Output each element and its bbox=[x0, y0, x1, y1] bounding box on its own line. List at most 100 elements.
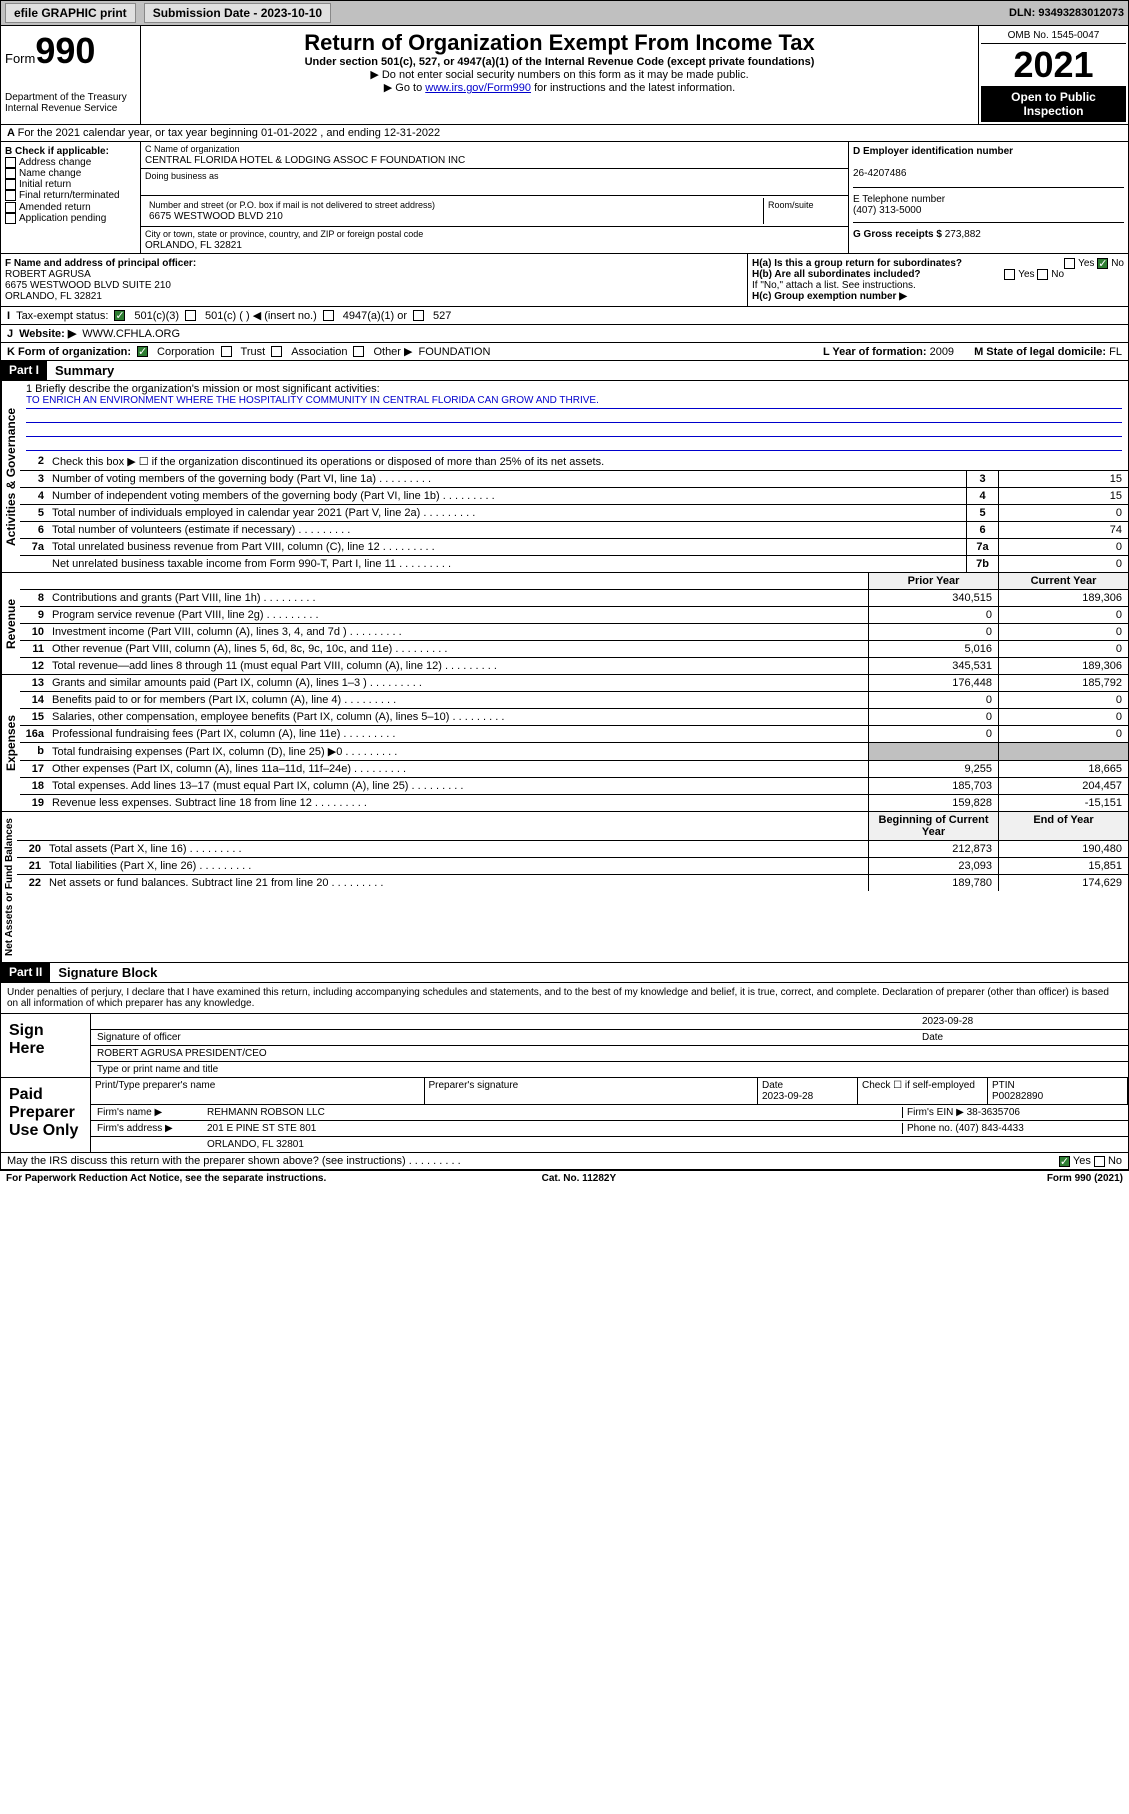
section-net-label: Net Assets or Fund Balances bbox=[1, 812, 17, 962]
goto-suffix: for instructions and the latest informat… bbox=[531, 82, 735, 94]
cb-may-yes[interactable] bbox=[1059, 1156, 1070, 1167]
col-end: End of Year bbox=[998, 812, 1128, 840]
cb-address-change[interactable] bbox=[5, 157, 16, 168]
website-val: WWW.CFHLA.ORG bbox=[82, 328, 180, 340]
officer-name: ROBERT AGRUSA bbox=[5, 269, 91, 280]
efile-button[interactable]: efile GRAPHIC print bbox=[5, 3, 136, 23]
addr-lbl: Number and street (or P.O. box if mail i… bbox=[149, 200, 435, 210]
prep-h2: Preparer's signature bbox=[425, 1078, 759, 1105]
cb-4947[interactable] bbox=[323, 310, 334, 321]
revenue-section: Revenue Prior YearCurrent Year 8Contribu… bbox=[0, 573, 1129, 675]
e-lbl: E Telephone number bbox=[853, 194, 945, 205]
prep-h1: Print/Type preparer's name bbox=[91, 1078, 425, 1105]
netassets-section: Net Assets or Fund Balances Beginning of… bbox=[0, 812, 1129, 963]
cb-initial[interactable] bbox=[5, 179, 16, 190]
mission-blank1 bbox=[26, 409, 1122, 423]
cb-amended[interactable] bbox=[5, 202, 16, 213]
firm-lbl: Firm's name ▶ bbox=[97, 1107, 207, 1118]
ein-val: 26-4207486 bbox=[853, 168, 906, 179]
officer-addr: 6675 WESTWOOD BLVD SUITE 210 bbox=[5, 280, 171, 291]
gross-receipts: 273,882 bbox=[945, 229, 981, 240]
part1-title: Summary bbox=[47, 361, 122, 380]
page-footer: For Paperwork Reduction Act Notice, see … bbox=[0, 1170, 1129, 1186]
part1-header: Part I Summary bbox=[0, 361, 1129, 381]
sig-officer-lbl: Signature of officer bbox=[97, 1032, 922, 1043]
period-row: A For the 2021 calendar year, or tax yea… bbox=[0, 125, 1129, 142]
cb-pending[interactable] bbox=[5, 213, 16, 224]
subtitle-1: Under section 501(c), 527, or 4947(a)(1)… bbox=[145, 56, 974, 68]
mission-q: 1 Briefly describe the organization's mi… bbox=[26, 383, 1122, 395]
opt-assoc: Association bbox=[291, 346, 347, 358]
cb-may-no[interactable] bbox=[1094, 1156, 1105, 1167]
year-formation: 2009 bbox=[930, 346, 954, 358]
section-klm: K Form of organization: Corporation Trus… bbox=[0, 343, 1129, 361]
part2-header: Part II Signature Block bbox=[0, 963, 1129, 983]
section-exp-label: Expenses bbox=[1, 675, 20, 811]
part2-badge: Part II bbox=[1, 963, 50, 982]
prep-h4: Check ☐ if self-employed bbox=[858, 1078, 988, 1105]
form-word: Form bbox=[5, 51, 35, 66]
ha-no: No bbox=[1111, 258, 1124, 269]
col-current: Current Year bbox=[998, 573, 1128, 589]
room-lbl: Room/suite bbox=[768, 200, 814, 210]
cb-assoc[interactable] bbox=[271, 346, 282, 357]
section-fh: F Name and address of principal officer:… bbox=[0, 254, 1129, 307]
cb-ha-no[interactable] bbox=[1097, 258, 1108, 269]
form-title: Return of Organization Exempt From Incom… bbox=[145, 30, 974, 56]
opt-501c3: 501(c)(3) bbox=[134, 310, 179, 322]
lbl-initial: Initial return bbox=[19, 179, 71, 190]
cb-ha-yes[interactable] bbox=[1064, 258, 1075, 269]
hb-no: No bbox=[1051, 269, 1064, 280]
other-val: FOUNDATION bbox=[418, 346, 490, 358]
cb-501c[interactable] bbox=[185, 310, 196, 321]
lbl-pending: Application pending bbox=[19, 213, 106, 224]
omb-number: OMB No. 1545-0047 bbox=[981, 28, 1126, 44]
paid-preparer: Paid Preparer Use Only Print/Type prepar… bbox=[0, 1078, 1129, 1153]
may-discuss: May the IRS discuss this return with the… bbox=[0, 1153, 1129, 1170]
cb-final[interactable] bbox=[5, 190, 16, 201]
phone-val: (407) 313-5000 bbox=[853, 205, 921, 216]
cb-hb-no[interactable] bbox=[1037, 269, 1048, 280]
firm-phone: (407) 843-4433 bbox=[955, 1123, 1023, 1134]
firm-name: REHMANN ROBSON LLC bbox=[207, 1107, 902, 1118]
cb-name-change[interactable] bbox=[5, 168, 16, 179]
street-addr: 6675 WESTWOOD BLVD 210 bbox=[149, 211, 283, 222]
goto-prefix: ▶ Go to bbox=[384, 82, 425, 94]
lbl-amended: Amended return bbox=[19, 202, 91, 213]
opt-4947: 4947(a)(1) or bbox=[343, 310, 407, 322]
officer-city: ORLANDO, FL 32821 bbox=[5, 291, 102, 302]
form-header: Form990 Department of the Treasury Inter… bbox=[0, 26, 1129, 125]
lbl-final: Final return/terminated bbox=[19, 191, 120, 202]
prep-h5: PTIN bbox=[992, 1080, 1015, 1091]
j-lbl: Website: ▶ bbox=[19, 327, 76, 340]
cb-527[interactable] bbox=[413, 310, 424, 321]
firm-addr1: 201 E PINE ST STE 801 bbox=[207, 1123, 316, 1134]
top-bar: efile GRAPHIC print Submission Date - 20… bbox=[0, 0, 1129, 26]
firm-ein: 38-3635706 bbox=[967, 1107, 1020, 1118]
opt-corp: Corporation bbox=[157, 346, 214, 358]
irs-link[interactable]: www.irs.gov/Form990 bbox=[425, 82, 531, 94]
cb-hb-yes[interactable] bbox=[1004, 269, 1015, 280]
period-text: For the 2021 calendar year, or tax year … bbox=[18, 127, 441, 139]
part1-badge: Part I bbox=[1, 361, 47, 380]
cb-trust[interactable] bbox=[221, 346, 232, 357]
cb-other[interactable] bbox=[353, 346, 364, 357]
cb-corp[interactable] bbox=[137, 346, 148, 357]
line2-text: Check this box ▶ ☐ if the organization d… bbox=[48, 453, 1128, 470]
dba-lbl: Doing business as bbox=[145, 171, 219, 181]
col-prior: Prior Year bbox=[868, 573, 998, 589]
ha-yes: Yes bbox=[1078, 258, 1094, 269]
b-header: B Check if applicable: bbox=[5, 146, 136, 157]
footer-right: Form 990 (2021) bbox=[1047, 1173, 1123, 1184]
k-lbl: K Form of organization: bbox=[7, 346, 131, 358]
dept-treasury: Department of the Treasury bbox=[5, 92, 136, 103]
f-lbl: F Name and address of principal officer: bbox=[5, 258, 196, 269]
footer-left: For Paperwork Reduction Act Notice, see … bbox=[6, 1173, 326, 1184]
prep-lbl: Paid Preparer Use Only bbox=[1, 1078, 91, 1152]
mission-blank3 bbox=[26, 437, 1122, 451]
cb-501c3[interactable] bbox=[114, 310, 125, 321]
m-lbl: M State of legal domicile: bbox=[974, 346, 1106, 358]
ha-lbl: H(a) Is this a group return for subordin… bbox=[752, 258, 962, 269]
dln: DLN: 93493283012073 bbox=[1009, 7, 1124, 19]
lbl-name-change: Name change bbox=[19, 168, 81, 179]
